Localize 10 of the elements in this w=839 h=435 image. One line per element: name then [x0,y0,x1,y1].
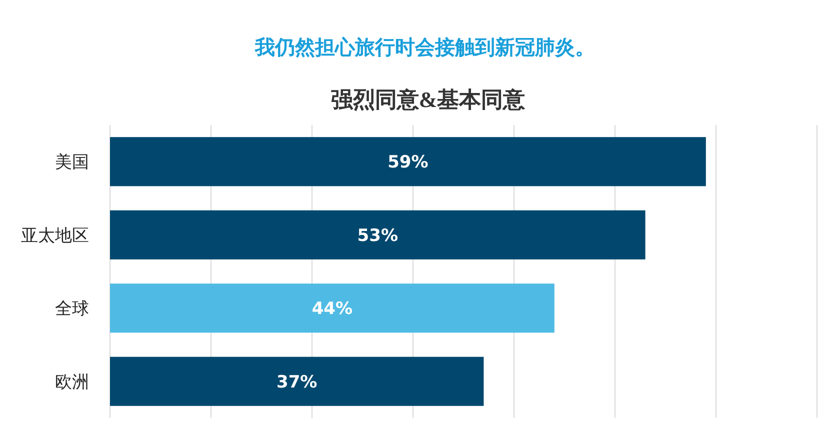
chart-subtitle: 强烈同意&基本同意 [330,87,526,112]
y-tick-label: 全球 [55,299,89,320]
y-tick-label: 美国 [55,152,89,173]
data-label: 37% [276,372,318,392]
y-tick-label: 欧洲 [55,372,89,392]
y-tick-label: 亚太地区 [21,226,89,246]
data-label: 53% [357,226,398,246]
data-label: 59% [388,152,428,173]
data-label: 44% [312,299,353,320]
chart-title: 我仍然担心旅行时会接触到新冠肺炎。 [254,36,595,59]
